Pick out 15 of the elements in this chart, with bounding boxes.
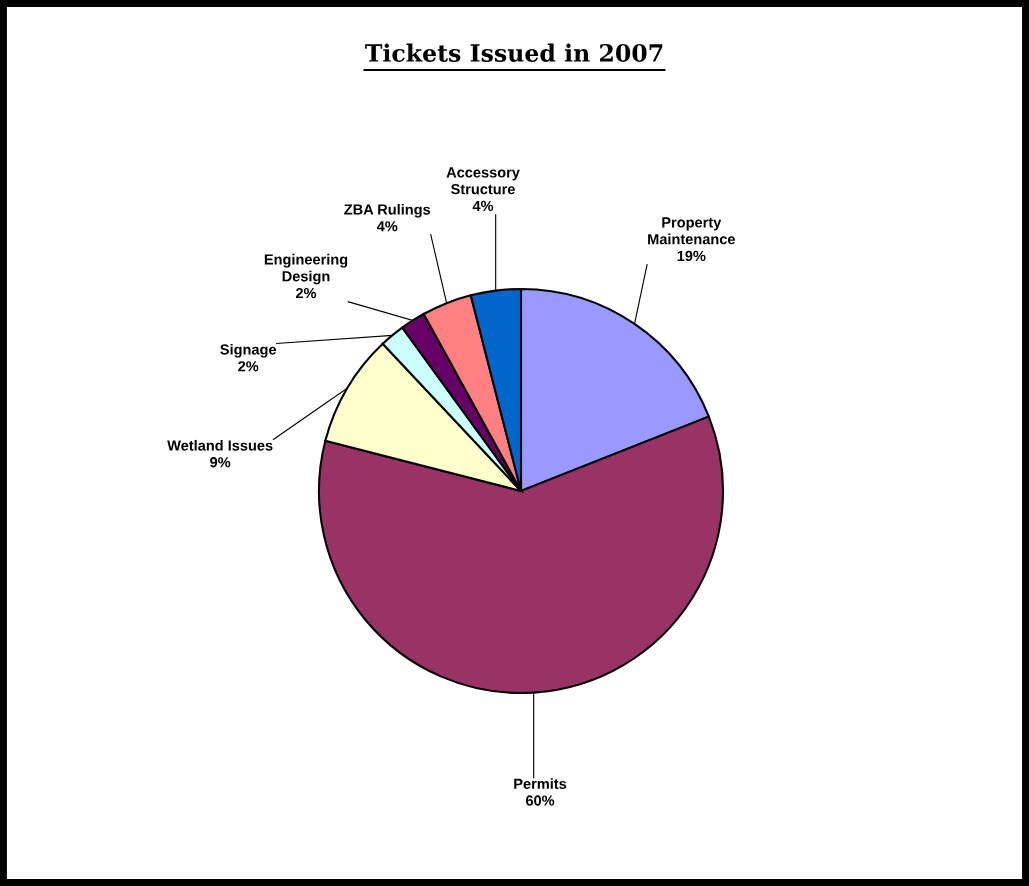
data-label: 4% <box>472 200 494 212</box>
slice-label: ZBA Rulings <box>344 203 431 218</box>
chart-title: Tickets Issued in 2007 <box>365 43 663 62</box>
slice-label: Engineering Design <box>264 253 348 285</box>
slice-label: Accessory Structure <box>446 167 520 195</box>
data-label: 2% <box>238 361 259 372</box>
data-label: 60% <box>525 795 555 806</box>
data-label: 4% <box>376 221 398 232</box>
slice-label: Signage <box>220 343 277 358</box>
data-label: 19% <box>677 250 706 262</box>
data-label: 2% <box>295 287 317 299</box>
data-label: 9% <box>210 457 231 468</box>
slice-label: Property Maintenance <box>648 217 735 245</box>
slice-label: Permits <box>514 778 567 789</box>
slice-label: Wetland Issues <box>167 439 273 451</box>
